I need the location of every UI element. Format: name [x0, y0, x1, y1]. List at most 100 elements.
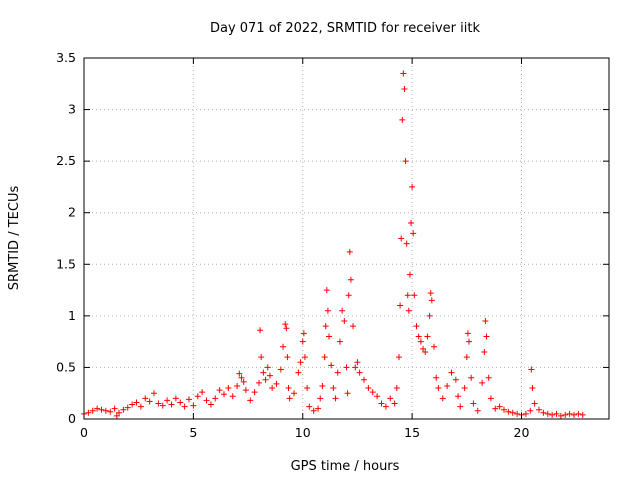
data-point	[540, 409, 547, 416]
data-point	[427, 290, 434, 297]
data-point	[409, 183, 416, 190]
data-point	[129, 401, 136, 408]
data-point	[411, 292, 418, 299]
data-point	[102, 407, 109, 414]
plot-frame	[83, 57, 610, 420]
data-point	[137, 403, 144, 410]
x-tick-label: 0	[80, 425, 88, 440]
data-point	[571, 411, 577, 418]
data-point	[207, 401, 214, 408]
data-point	[319, 382, 326, 389]
data-point	[398, 235, 405, 242]
data-point	[391, 400, 398, 407]
data-point	[236, 370, 243, 377]
y-tick-label: 2	[68, 205, 76, 220]
x-tick-label: 5	[189, 425, 197, 440]
data-point	[514, 410, 521, 417]
data-point	[247, 397, 254, 404]
data-point	[487, 395, 494, 402]
data-point	[113, 412, 120, 419]
data-point	[505, 408, 512, 415]
data-point	[301, 354, 308, 361]
data-point	[461, 385, 468, 392]
data-point	[260, 369, 267, 376]
data-point	[280, 343, 287, 350]
data-point	[468, 374, 475, 381]
data-point	[553, 410, 560, 417]
data-point	[406, 271, 413, 278]
data-point	[168, 401, 175, 408]
data-point	[324, 307, 331, 314]
data-point	[401, 85, 408, 92]
data-point	[216, 387, 223, 394]
data-point	[190, 402, 197, 409]
data-point	[483, 333, 490, 340]
data-point	[151, 390, 157, 397]
data-point	[306, 403, 313, 410]
data-point	[444, 382, 451, 389]
data-point	[229, 393, 236, 400]
data-point	[346, 248, 353, 255]
x-tick-label: 20	[514, 425, 530, 440]
data-point	[283, 325, 290, 332]
data-point	[177, 399, 184, 406]
data-point	[282, 321, 289, 328]
data-point	[361, 376, 367, 383]
data-point	[428, 297, 435, 304]
data-points	[81, 70, 586, 419]
data-point	[501, 406, 507, 413]
data-point	[111, 405, 118, 412]
data-point	[256, 379, 262, 386]
data-point	[410, 230, 417, 237]
y-tick-label: 0	[68, 411, 76, 426]
data-point	[354, 359, 361, 366]
data-point	[133, 399, 140, 406]
data-point	[402, 158, 409, 165]
data-point	[382, 403, 389, 410]
data-point	[300, 330, 307, 337]
axis-ticks: 0 5 10 15 20 0 0.5 1 1.5 2 2.5 3 3.5	[56, 50, 609, 440]
data-point	[492, 405, 499, 412]
data-point	[273, 380, 280, 387]
data-point	[321, 354, 328, 361]
chart-title: Day 071 of 2022, SRMTID for receiver iit…	[210, 21, 480, 36]
data-point	[251, 389, 258, 396]
data-point	[164, 397, 171, 404]
data-point	[481, 348, 488, 355]
data-point	[433, 374, 440, 381]
data-point	[181, 403, 188, 410]
data-point	[496, 403, 503, 410]
data-point	[330, 385, 337, 392]
data-point	[579, 411, 586, 418]
data-point	[328, 362, 335, 369]
data-point	[98, 406, 105, 413]
data-point	[336, 338, 343, 345]
y-tick-label: 1	[68, 308, 76, 323]
data-point	[345, 292, 352, 299]
data-point	[323, 287, 330, 294]
y-tick-label: 3	[68, 102, 76, 117]
data-point	[107, 408, 114, 415]
data-point	[531, 400, 538, 407]
data-point	[464, 330, 471, 337]
data-point	[466, 338, 472, 345]
data-point	[527, 407, 534, 414]
data-point	[240, 378, 247, 385]
data-point	[116, 409, 122, 416]
data-point	[344, 390, 351, 397]
data-point	[315, 405, 322, 412]
data-point	[426, 312, 433, 319]
data-point	[397, 302, 404, 309]
data-point	[159, 402, 166, 409]
data-point	[485, 374, 492, 381]
data-point	[234, 382, 241, 389]
grid	[84, 58, 609, 419]
x-tick-label: 15	[404, 425, 420, 440]
data-point	[291, 390, 297, 397]
data-point	[238, 374, 245, 381]
data-point	[299, 338, 306, 345]
data-point	[474, 407, 481, 414]
data-point	[424, 333, 431, 340]
data-point	[199, 389, 206, 396]
